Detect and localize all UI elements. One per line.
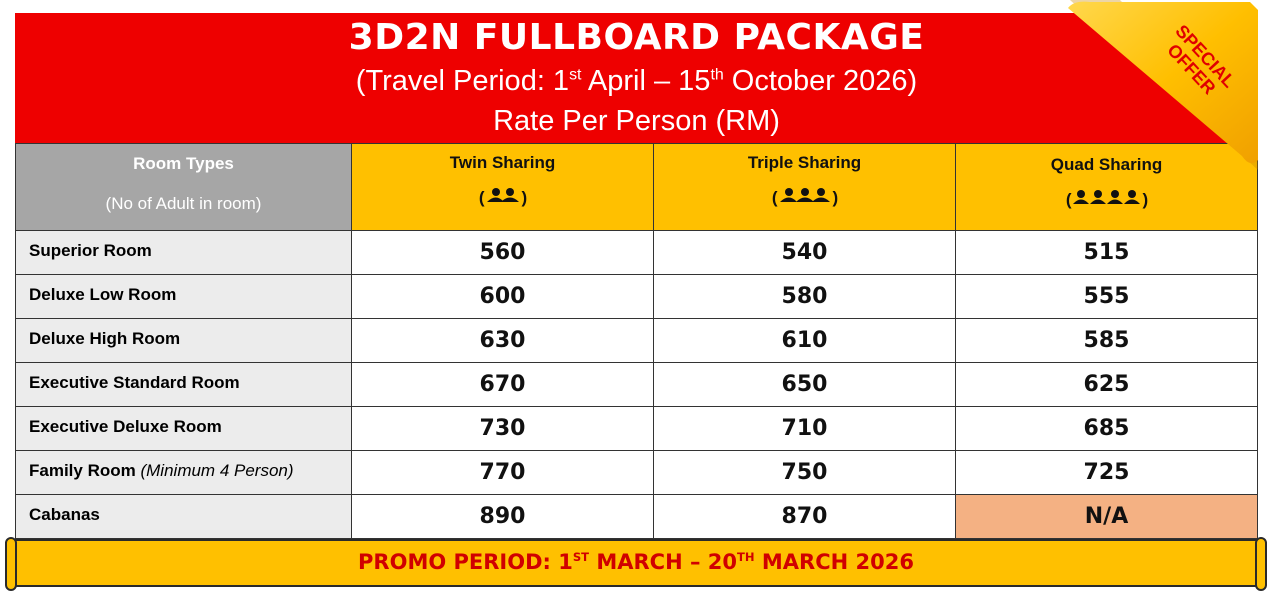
quad-rate: 625 [955,362,1258,407]
room-name: Deluxe Low Room [15,274,352,319]
special-offer-ribbon: SPECIAL OFFER [1050,0,1258,170]
twin-sharing-label: Twin Sharing [449,153,556,172]
promo-suffix: MARCH 2026 [754,550,914,574]
triple-rate: 610 [653,318,956,363]
triple-rate: 580 [653,274,956,319]
room-name: Deluxe High Room [15,318,352,363]
twin-rate: 630 [351,318,654,363]
twin-rate: 670 [351,362,654,407]
table-row: Cabanas 890 870 N/A [15,494,1258,539]
quad-sharing-header: Quad Sharing () [955,143,1258,231]
scroll-left-end [5,537,17,591]
room-name-text: Executive Deluxe Room [29,417,222,436]
rate-table: Room Types (No of Adult in room) Twin Sh… [15,143,1258,539]
triple-rate: 650 [653,362,956,407]
table-row: Deluxe Low Room 600 580 555 [15,274,1258,319]
room-name-text: Cabanas [29,505,100,524]
travel-period-start: (Travel Period: 1 [355,65,570,97]
promo-sup2: TH [737,550,755,564]
promo-period: PROMO PERIOD: 1ST MARCH – 20TH MARCH 202… [5,550,1267,574]
twin-rate: 890 [351,494,654,539]
quad-rate: 555 [955,274,1258,319]
package-title: 3D2N FULLBOARD PACKAGE [348,17,925,58]
scroll-right-end [1255,537,1267,591]
quad-rate: 725 [955,450,1258,495]
triple-rate: 710 [653,406,956,451]
promo-bar [11,539,1259,587]
twin-rate: 560 [351,230,654,275]
travel-period-sup1: st [569,66,582,84]
travel-period: (Travel Period: 1st April – 15th October… [15,65,1258,98]
triple-rate: 540 [653,230,956,275]
travel-period-end: October 2026) [723,65,918,97]
room-name: Superior Room [15,230,352,275]
table-row: Deluxe High Room 630 610 585 [15,318,1258,363]
header-banner: 3D2N FULLBOARD PACKAGE (Travel Period: 1… [15,13,1258,143]
promo-sup1: ST [572,550,590,564]
room-name: Cabanas [15,494,352,539]
promo-prefix: PROMO PERIOD: 1 [358,550,573,574]
twin-sharing-header: Twin Sharing () [351,143,654,231]
room-name: Family Room (Minimum 4 Person) [15,450,352,495]
triple-sharing-header: Triple Sharing () [653,143,956,231]
quad-rate: 515 [955,230,1258,275]
room-name-text: Deluxe Low Room [29,285,177,304]
four-people-icon: () [1065,190,1148,209]
triple-rate: 870 [653,494,956,539]
quad-rate: 585 [955,318,1258,363]
quad-sharing-label: Quad Sharing [1050,155,1163,174]
travel-period-sup2: th [710,66,724,84]
ribbon-shape-icon [1068,0,1258,170]
package-card: 3D2N FULLBOARD PACKAGE (Travel Period: 1… [15,13,1258,539]
room-name-text: Family Room [29,461,136,480]
room-name-text: Deluxe High Room [29,329,181,348]
promo-mid: MARCH – 20 [589,550,738,574]
room-name: Executive Standard Room [15,362,352,407]
two-people-icon: () [478,188,527,207]
room-name: Executive Deluxe Room [15,406,352,451]
room-types-sublabel: (No of Adult in room) [105,194,262,213]
twin-rate: 730 [351,406,654,451]
room-note: (Minimum 4 Person) [140,461,294,480]
room-types-label: Room Types [133,154,234,173]
triple-sharing-label: Triple Sharing [747,153,862,172]
quad-rate-unavailable: N/A [955,494,1258,539]
twin-rate: 600 [351,274,654,319]
quad-rate: 685 [955,406,1258,451]
room-name-text: Executive Standard Room [29,373,240,392]
room-types-header: Room Types (No of Adult in room) [15,143,352,231]
rate-note: Rate Per Person (RM) [493,105,780,137]
table-row: Family Room (Minimum 4 Person) 770 750 7… [15,450,1258,495]
three-people-icon: () [771,188,838,207]
table-row: Superior Room 560 540 515 [15,230,1258,275]
table-row: Executive Standard Room 670 650 625 [15,362,1258,407]
table-row: Executive Deluxe Room 730 710 685 [15,406,1258,451]
twin-rate: 770 [351,450,654,495]
travel-period-mid: April – 15 [581,65,711,97]
room-name-text: Superior Room [29,241,152,260]
promo-scroll-banner: PROMO PERIOD: 1ST MARCH – 20TH MARCH 202… [5,537,1267,593]
triple-rate: 750 [653,450,956,495]
